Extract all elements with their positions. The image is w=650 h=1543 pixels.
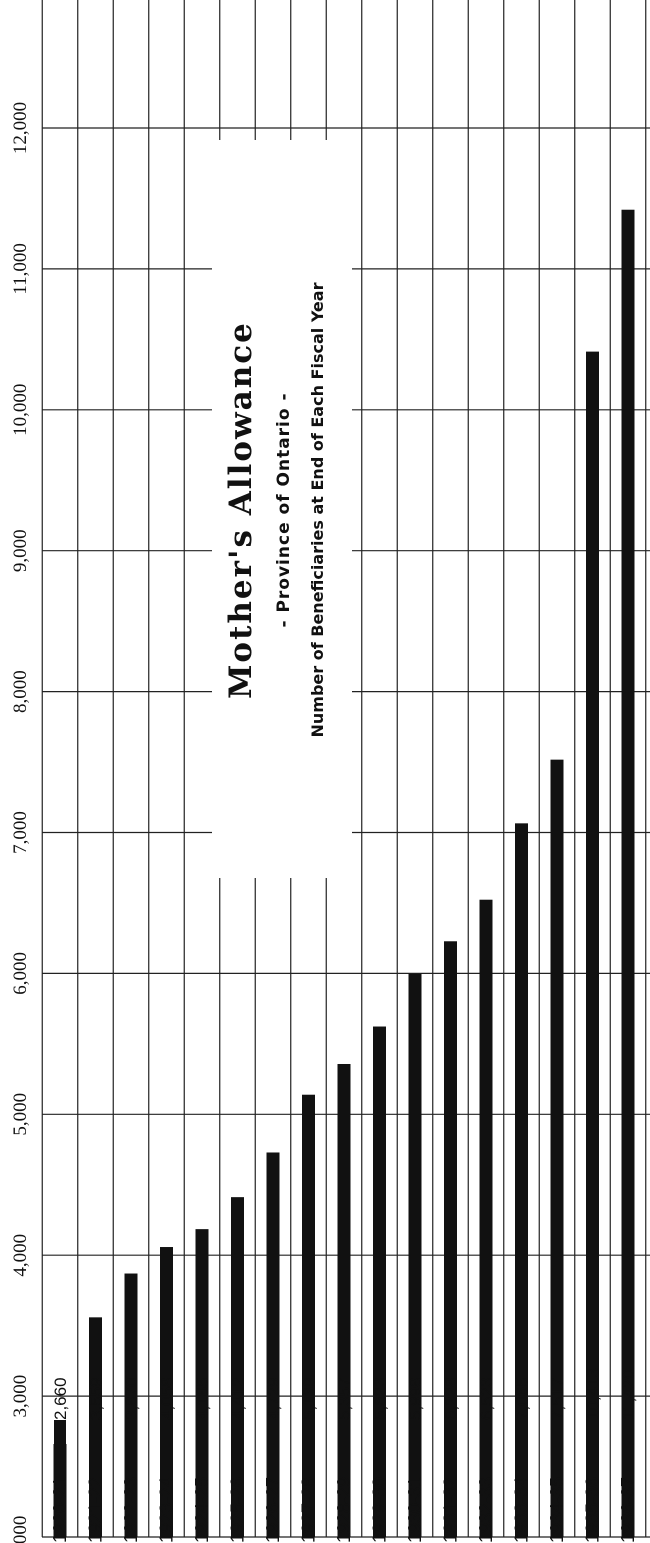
value-label: 6,228 [442, 1377, 461, 1420]
legend-swatch [89, 1420, 102, 1450]
value-label: 4,412 [229, 1377, 248, 1420]
legend-swatch [267, 1420, 279, 1450]
tick-label: 7,000 [10, 811, 31, 854]
category-label: 1922-23 [121, 1477, 141, 1543]
legend-swatch [622, 1420, 634, 1450]
category-label: 1923-24 [157, 1477, 177, 1543]
legend-swatch [196, 1420, 208, 1450]
bar [408, 973, 422, 1537]
tick-label: 3,000 [10, 1375, 31, 1418]
tick-label: 11,000 [10, 243, 31, 295]
legend-swatch [586, 1420, 599, 1450]
category-label: 1925-26 [228, 1477, 248, 1543]
value-label: 5,357 [335, 1377, 354, 1420]
tick-label: 8,000 [10, 670, 31, 713]
legend-swatch [125, 1420, 137, 1450]
category-label: 1929-30 [370, 1477, 390, 1543]
value-label: 2,660 [51, 1377, 70, 1420]
category-label: 1934-35 [547, 1477, 567, 1543]
category-label: 1926-27 [263, 1477, 283, 1543]
value-label: 11,420 [619, 1369, 638, 1420]
value-label: 7,517 [548, 1377, 567, 1420]
tick-label: 2,000 [10, 1516, 31, 1543]
category-label: 1924-25 [192, 1477, 212, 1543]
value-label: 5,998 [406, 1377, 425, 1420]
bar [621, 209, 635, 1537]
bar [550, 759, 564, 1537]
category-label: 1930-31 [405, 1477, 425, 1543]
legend-swatch [302, 1420, 315, 1450]
legend-swatch [231, 1420, 244, 1450]
legend-swatch [409, 1420, 421, 1450]
value-label: 6,523 [477, 1377, 496, 1420]
value-label: 7,065 [513, 1377, 532, 1420]
legend-swatch [551, 1420, 563, 1450]
legend-swatch [338, 1420, 350, 1450]
value-label: 4,729 [264, 1377, 283, 1420]
legend-swatch [160, 1420, 173, 1450]
legend-swatch [54, 1420, 66, 1450]
tick-label: 9,000 [10, 529, 31, 572]
value-label: 10,413 [584, 1368, 603, 1420]
bar [515, 823, 528, 1537]
bar [231, 1197, 244, 1537]
category-label: 1936-37 [618, 1477, 638, 1543]
value-label: 3,870 [122, 1377, 141, 1420]
category-label: 1933-34 [512, 1477, 532, 1543]
category-label: 1920-21 [50, 1477, 70, 1543]
bar [302, 1094, 315, 1537]
legend-swatch [480, 1420, 492, 1450]
category-label: 1932-33 [476, 1477, 496, 1543]
bar [124, 1273, 138, 1537]
title-backdrop [212, 140, 352, 878]
chart-subtitle: - Province of Ontario - [274, 392, 294, 627]
legend-swatch [515, 1420, 528, 1450]
value-label: 5,623 [371, 1377, 390, 1420]
bar-layer [53, 209, 635, 1538]
category-label: 1935-36 [583, 1477, 603, 1543]
tick-label: 10,000 [10, 384, 31, 436]
tick-label: 6,000 [10, 952, 31, 995]
bar [444, 941, 457, 1537]
label-layer: 2,000 3,000 4,000 5,000 6,000 7,000 8,000 9,000… [10, 102, 638, 1543]
value-label: 4,058 [158, 1377, 177, 1420]
bar [337, 1063, 351, 1537]
bar [195, 1229, 209, 1537]
bar [479, 899, 493, 1537]
bar [160, 1247, 173, 1537]
category-label: 1928-29 [334, 1477, 354, 1543]
bar [373, 1026, 386, 1537]
tick-label: 12,000 [10, 102, 31, 154]
category-label: 1927-28 [299, 1477, 319, 1543]
category-label: 1921-22 [86, 1477, 106, 1543]
title-block: Mother's Allowance - Province of Ontario… [212, 140, 352, 878]
category-label: 1931-32 [441, 1477, 461, 1543]
value-label: 4,185 [193, 1377, 212, 1420]
bar [586, 351, 599, 1538]
bar [53, 1444, 67, 1537]
legend-swatch [444, 1420, 457, 1450]
value-label: 5,139 [300, 1377, 319, 1420]
chart-title: Mother's Allowance [223, 321, 259, 699]
chart-caption: Number of Beneficiaries at End of Each F… [308, 282, 327, 737]
tick-label: 5,000 [10, 1093, 31, 1136]
value-label: 3,559 [87, 1377, 106, 1420]
tick-label: 4,000 [10, 1234, 31, 1277]
legend-swatch [373, 1420, 386, 1450]
